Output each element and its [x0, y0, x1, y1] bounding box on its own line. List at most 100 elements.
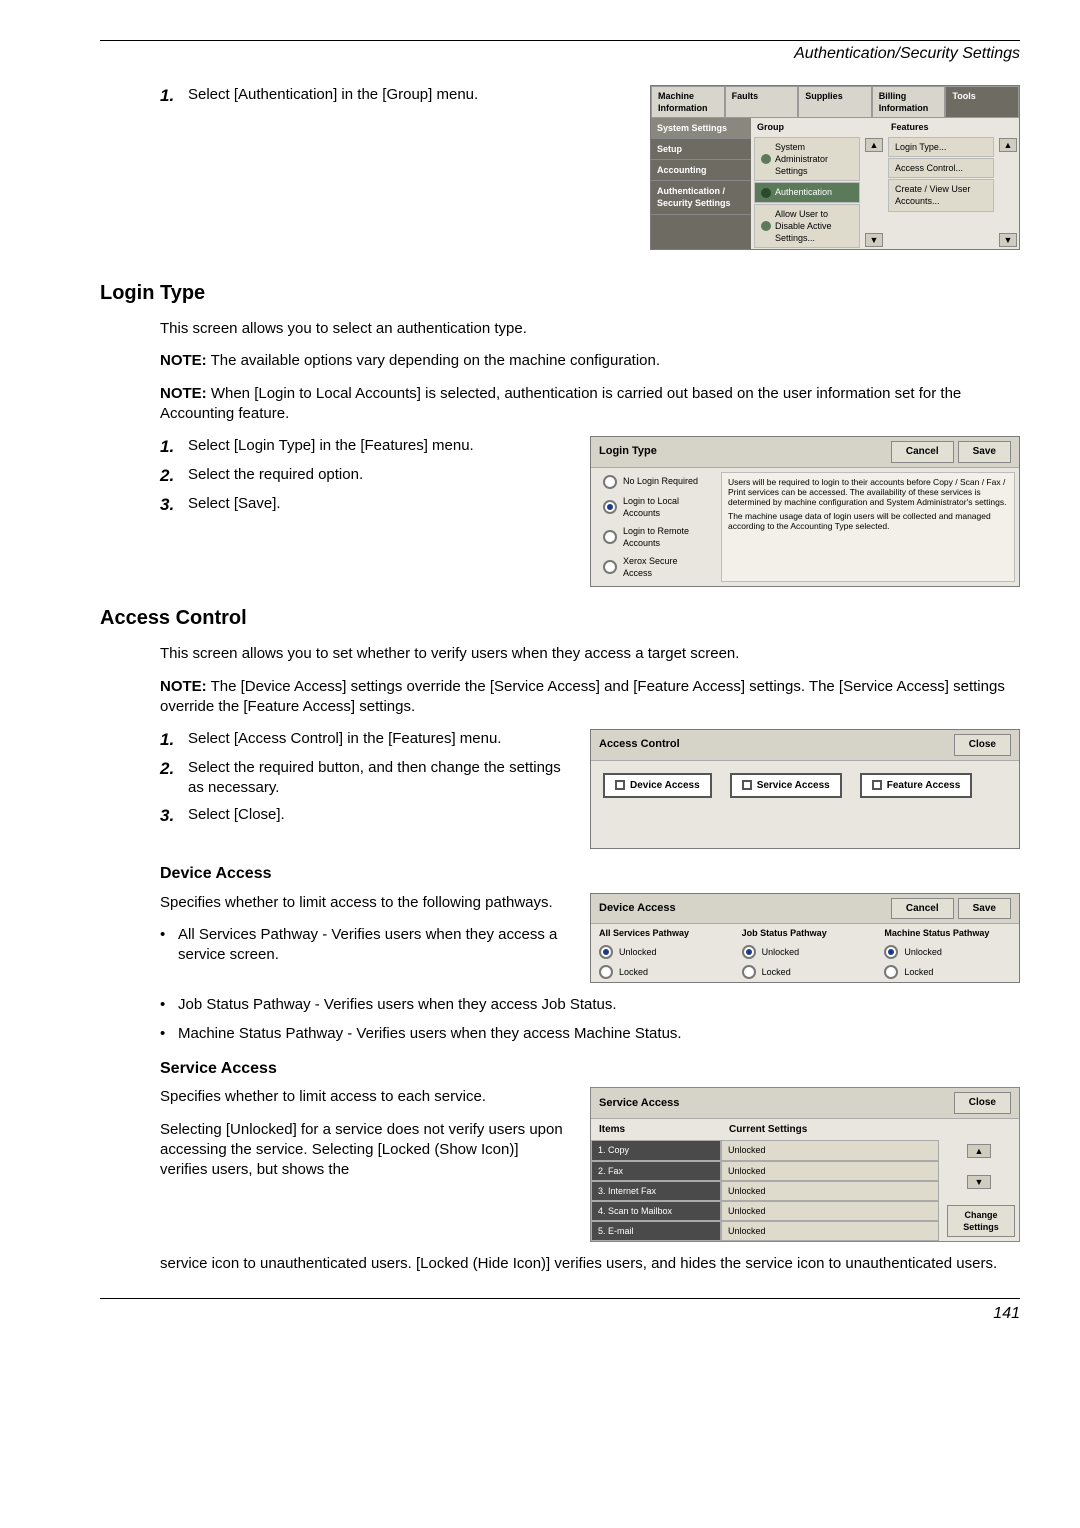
row-name: 5. E-mail	[591, 1221, 721, 1241]
opt-label: Locked	[904, 966, 933, 978]
step-text: Select the required button, and then cha…	[188, 758, 570, 799]
feature-item-label: Create / View User Accounts...	[895, 183, 987, 207]
opt-label: Unlocked	[619, 946, 657, 958]
sidebar-accounting[interactable]: Accounting	[651, 160, 751, 181]
pill-label: Service Access	[757, 779, 830, 793]
opt-label: Locked	[619, 966, 648, 978]
close-button[interactable]: Close	[954, 734, 1011, 756]
scroll-up-icon[interactable]: ▲	[967, 1144, 991, 1158]
change-settings-button[interactable]: Change Settings	[947, 1205, 1015, 1237]
device-access-panel: Device Access Cancel Save All Services P…	[590, 893, 1020, 984]
device-access-button[interactable]: Device Access	[603, 773, 712, 799]
row-name: 4. Scan to Mailbox	[591, 1201, 721, 1221]
bullet-text: Machine Status Pathway - Verifies users …	[178, 1024, 1020, 1044]
device-access-p: Specifies whether to limit access to the…	[160, 893, 570, 913]
service-access-p3: service icon to unauthenticated users. […	[160, 1254, 1020, 1274]
note-label: NOTE:	[160, 352, 207, 369]
header-rule	[100, 40, 1020, 41]
msp-unlocked[interactable]: Unlocked	[876, 942, 1019, 962]
msp-locked[interactable]: Locked	[876, 962, 1019, 982]
col-job-status: Job Status Pathway	[734, 924, 877, 942]
table-row[interactable]: 1. CopyUnlocked	[591, 1140, 939, 1160]
cancel-button[interactable]: Cancel	[891, 898, 954, 920]
radio-icon	[599, 965, 613, 979]
step-text: Select the required option.	[188, 465, 570, 485]
feature-login-type[interactable]: Login Type...	[888, 137, 994, 157]
table-row[interactable]: 5. E-mailUnlocked	[591, 1221, 939, 1241]
step-1-num: 1.	[160, 85, 188, 108]
jsp-locked[interactable]: Locked	[734, 962, 877, 982]
radio-icon	[603, 560, 617, 574]
jsp-unlocked[interactable]: Unlocked	[734, 942, 877, 962]
step-num: 3.	[160, 494, 188, 517]
opt-xerox-secure[interactable]: Xerox Secure Access	[595, 552, 715, 582]
radio-icon	[884, 965, 898, 979]
group-sys-admin[interactable]: System Administrator Settings	[754, 137, 860, 181]
scroll-down-icon[interactable]: ▼	[865, 233, 883, 247]
sidebar-system-settings[interactable]: System Settings	[651, 118, 751, 139]
opt-no-login[interactable]: No Login Required	[595, 472, 715, 492]
note-label: NOTE:	[160, 678, 207, 695]
tab-billing[interactable]: Billing Information	[872, 86, 946, 118]
sidebar-setup[interactable]: Setup	[651, 139, 751, 160]
group-authentication[interactable]: Authentication	[754, 182, 860, 202]
opt-label: Unlocked	[904, 946, 942, 958]
feature-user-accounts[interactable]: Create / View User Accounts...	[888, 179, 994, 211]
step-num: 3.	[160, 805, 188, 828]
tab-faults[interactable]: Faults	[725, 86, 799, 118]
page-number: 141	[993, 1305, 1020, 1322]
footer: 141	[100, 1298, 1020, 1325]
save-button[interactable]: Save	[958, 441, 1011, 463]
access-control-panel: Access Control Close Device Access Servi…	[590, 729, 1020, 849]
features-header: Features	[885, 118, 1019, 136]
opt-remote[interactable]: Login to Remote Accounts	[595, 522, 715, 552]
asp-unlocked[interactable]: Unlocked	[591, 942, 734, 962]
tab-machine-info[interactable]: Machine Information	[651, 86, 725, 118]
ac-p1: This screen allows you to set whether to…	[160, 644, 1020, 664]
service-access-p2: Selecting [Unlocked] for a service does …	[160, 1120, 570, 1181]
radio-icon	[603, 500, 617, 514]
system-tabbar: Machine Information Faults Supplies Bill…	[651, 86, 1019, 118]
feature-access-button[interactable]: Feature Access	[860, 773, 973, 799]
current-settings-header: Current Settings	[721, 1119, 939, 1141]
opt-label: Login to Local Accounts	[623, 495, 707, 519]
close-button[interactable]: Close	[954, 1092, 1011, 1114]
table-row[interactable]: 2. FaxUnlocked	[591, 1161, 939, 1181]
asp-locked[interactable]: Locked	[591, 962, 734, 982]
feature-access-control[interactable]: Access Control...	[888, 158, 994, 178]
scroll-down-icon[interactable]: ▼	[967, 1175, 991, 1189]
pill-label: Device Access	[630, 779, 700, 793]
table-row[interactable]: 4. Scan to MailboxUnlocked	[591, 1201, 939, 1221]
group-header: Group	[751, 118, 885, 136]
da-bullet-1: •All Services Pathway - Verifies users w…	[160, 925, 570, 966]
bullet-text: All Services Pathway - Verifies users wh…	[178, 925, 570, 966]
panel-title: Access Control	[599, 737, 680, 752]
dot-icon	[761, 221, 771, 231]
service-access-button[interactable]: Service Access	[730, 773, 842, 799]
service-access-p1: Specifies whether to limit access to eac…	[160, 1087, 570, 1107]
radio-icon	[599, 945, 613, 959]
tab-tools[interactable]: Tools	[945, 86, 1019, 118]
tab-supplies[interactable]: Supplies	[798, 86, 872, 118]
group-item-label: Authentication	[775, 186, 832, 198]
square-icon	[872, 780, 882, 790]
step-num: 1.	[160, 436, 188, 459]
lt-step-2: 2.Select the required option.	[160, 465, 570, 488]
step-text: Select [Close].	[188, 805, 570, 825]
login-type-heading: Login Type	[100, 280, 1020, 307]
scroll-up-icon[interactable]: ▲	[999, 138, 1017, 152]
step-text: Select [Login Type] in the [Features] me…	[188, 436, 570, 456]
table-row[interactable]: 3. Internet FaxUnlocked	[591, 1181, 939, 1201]
scroll-down-icon[interactable]: ▼	[999, 233, 1017, 247]
note-label: NOTE:	[160, 385, 207, 402]
group-allow-disable[interactable]: Allow User to Disable Active Settings...	[754, 204, 860, 248]
opt-label: Locked	[762, 966, 791, 978]
scroll-up-icon[interactable]: ▲	[865, 138, 883, 152]
sidebar-auth-security[interactable]: Authentication / Security Settings	[651, 181, 751, 214]
row-name: 2. Fax	[591, 1161, 721, 1181]
login-type-note2: NOTE: When [Login to Local Accounts] is …	[160, 384, 1020, 425]
col-all-services: All Services Pathway	[591, 924, 734, 942]
cancel-button[interactable]: Cancel	[891, 441, 954, 463]
opt-local[interactable]: Login to Local Accounts	[595, 492, 715, 522]
save-button[interactable]: Save	[958, 898, 1011, 920]
